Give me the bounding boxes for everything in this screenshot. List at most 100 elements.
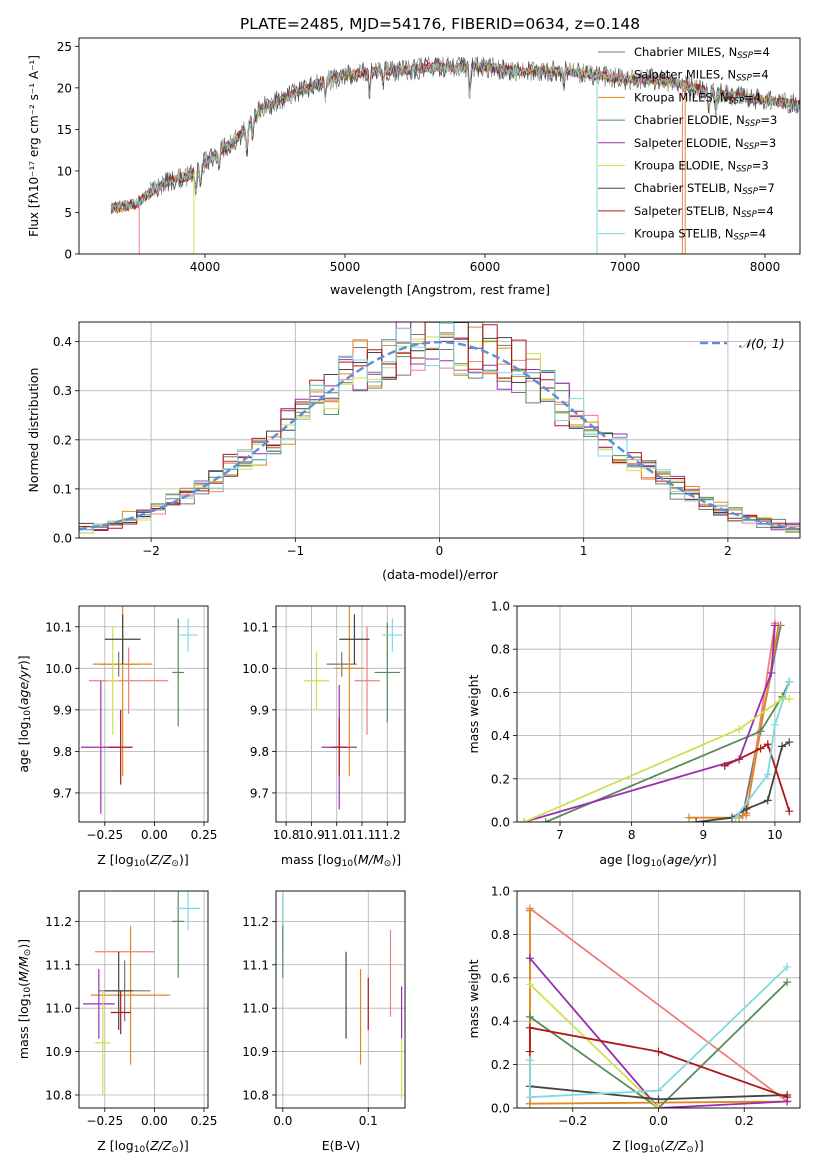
label-part: [log <box>110 852 134 867</box>
legend-label-base: Chabrier MILES, N <box>634 45 737 59</box>
label-part: )] <box>16 939 31 949</box>
x-tick-label: 11.0 <box>323 828 350 842</box>
legend-label-tail: =3 <box>752 159 769 173</box>
x-tick-label: 5000 <box>330 260 361 274</box>
y-tick-label: 10.8 <box>45 1088 72 1102</box>
label-part: Z/Z <box>149 852 172 867</box>
y-tick-label: 9.9 <box>250 703 269 717</box>
y-tick-label: 10 <box>57 164 72 178</box>
legend-label-sub: SSP <box>741 210 757 220</box>
y-tick-label: 0.2 <box>53 433 72 447</box>
legend-label-tail: =3 <box>759 136 776 150</box>
weight-marker <box>654 1086 663 1095</box>
legend-label-base: Salpeter MILES, N <box>634 68 736 82</box>
y-axis-label: mass weight <box>466 674 481 753</box>
weight-marker <box>525 1056 534 1065</box>
x-tick-label: 0.25 <box>191 1114 218 1128</box>
legend-label-tail: =4 <box>749 227 766 241</box>
weight-marker <box>525 1012 534 1021</box>
x-axis-label: (data-model)/error <box>382 567 499 582</box>
weight-line <box>529 957 788 1108</box>
label-part: )] <box>707 852 717 867</box>
weight-marker <box>770 621 779 630</box>
x-tick-label: 10.8 <box>273 828 300 842</box>
label-part: 10 <box>651 859 663 869</box>
weight-line <box>529 907 788 1103</box>
label-part: ⊙ <box>686 1145 694 1155</box>
label-part: [log <box>627 852 651 867</box>
label-part: [log <box>110 1138 134 1153</box>
y-tick-label: 11.0 <box>242 1002 269 1016</box>
axes-frame <box>516 605 801 823</box>
y-tick-label: 0.4 <box>53 335 72 349</box>
y-tick-label: 9.8 <box>53 745 72 759</box>
label-part: )] <box>694 1138 704 1153</box>
x-tick-label: 1 <box>580 544 588 558</box>
legend-label: Salpeter MILES, NSSP=4 <box>634 68 769 84</box>
weight-marker <box>785 694 794 703</box>
legend-label-tail: =3 <box>760 113 777 127</box>
weight-line <box>529 1026 788 1099</box>
x-axis-label: E(B-V) <box>322 1138 361 1153</box>
weight-marker <box>525 906 534 915</box>
weight-marker <box>785 677 794 686</box>
label-part: ( <box>16 705 31 710</box>
x-tick-label: −0.25 <box>86 828 123 842</box>
weight-marker <box>783 1093 792 1102</box>
weight-marker <box>763 770 772 779</box>
x-axis-label: Z [log10(Z/Z⊙)] <box>97 852 188 869</box>
legend-label-sub: SSP <box>736 74 752 84</box>
axes-frame <box>78 605 209 823</box>
label-part: ⊙ <box>171 1145 179 1155</box>
y-tick-label: 1.0 <box>491 885 510 899</box>
x-tick-label: 0.0 <box>649 1114 668 1128</box>
plot-area <box>80 606 199 814</box>
weight-line <box>695 741 790 822</box>
label-part: age/yr <box>667 852 708 867</box>
plot-area <box>520 619 794 822</box>
legend-label-sub: SSP <box>734 233 750 243</box>
label-part: 10 <box>134 1145 146 1155</box>
x-tick-label: −0.2 <box>558 1114 587 1128</box>
x-axis-label: Z [log10(Z/Z⊙)] <box>97 1138 188 1155</box>
x-tick-label: 11.2 <box>374 828 401 842</box>
weight-marker <box>735 725 744 734</box>
y-tick-label: 0.8 <box>491 928 510 942</box>
label-part: ⊙ <box>384 859 392 869</box>
legend-label: Chabrier ELODIE, NSSP=3 <box>634 113 777 129</box>
weight-marker <box>763 796 772 805</box>
weight-line <box>523 698 790 822</box>
y-tick-label: 0.2 <box>491 1058 510 1072</box>
weight-marker <box>778 742 787 751</box>
legend-label-base: Salpeter ELODIE, N <box>634 136 744 150</box>
label-part: 10 <box>134 859 146 869</box>
plot-area <box>303 606 403 810</box>
x-tick-label: 7000 <box>610 260 641 274</box>
y-tick-label: 25 <box>57 40 72 54</box>
weight-marker <box>785 807 794 816</box>
legend-label-tail: =4 <box>757 204 774 218</box>
axes-age-vs-Z: −0.25 0.00 0.259.79.89.910.010.1Z [log10(Z… <box>16 605 217 869</box>
weight-line <box>529 983 660 1108</box>
weight-marker <box>654 1095 663 1104</box>
label-part: ( <box>16 982 31 987</box>
x-axis-label: wavelength [Angstrom, rest frame] <box>330 282 550 297</box>
legend-label: Chabrier MILES, NSSP=4 <box>634 45 770 61</box>
axes-age-vs-mass: 10.810.911.011.111.2 9.7 9.8 9.9 10.0 10.1 mas… <box>242 605 406 869</box>
weight-marker <box>692 818 701 822</box>
label-part: ⊙ <box>171 859 179 869</box>
x-tick-label: 0.00 <box>141 1114 168 1128</box>
y-tick-label: 11.2 <box>45 915 72 929</box>
axes-frame <box>275 890 406 1109</box>
y-axis-label: age [log10(age/yr)] <box>16 655 33 772</box>
legend-label-base: Salpeter STELIB, N <box>634 204 741 218</box>
legend-label-sub: SSP <box>744 142 760 152</box>
weight-marker <box>525 1047 534 1056</box>
y-tick-label: 9.7 <box>53 786 72 800</box>
label-part: [log <box>625 1138 649 1153</box>
y-tick-label: 9.7 <box>250 786 269 800</box>
label-part: [log <box>318 852 342 867</box>
